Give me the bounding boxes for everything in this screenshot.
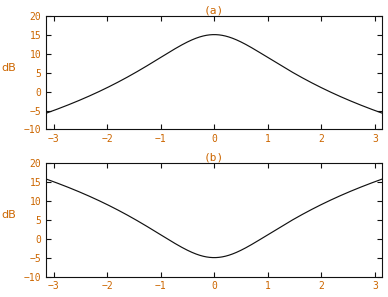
Y-axis label: dB: dB	[2, 63, 16, 72]
Y-axis label: dB: dB	[2, 210, 16, 220]
Title: (b): (b)	[204, 153, 224, 163]
Title: (a): (a)	[204, 6, 224, 15]
